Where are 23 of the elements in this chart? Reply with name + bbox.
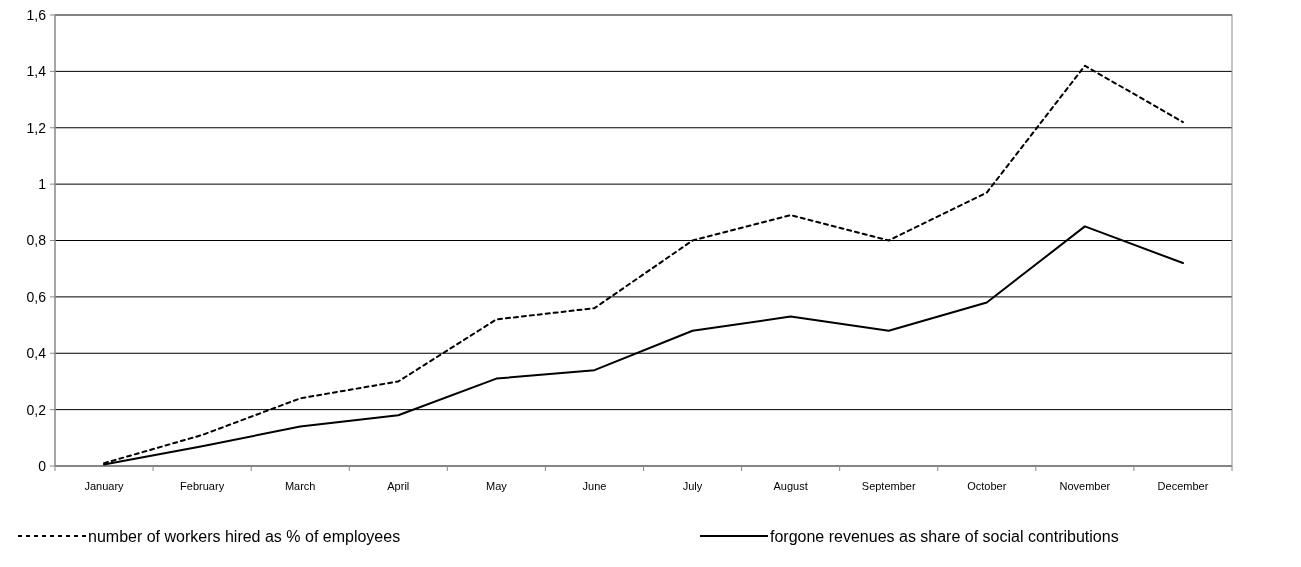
- x-tick-label: September: [861, 480, 916, 492]
- x-tick-label: August: [773, 480, 808, 492]
- x-tick-label: December: [1157, 480, 1209, 492]
- y-tick-label: 1,6: [26, 6, 47, 23]
- x-tick-label: April: [387, 480, 410, 492]
- y-tick-label: 0,6: [26, 288, 47, 305]
- x-tick-label: October: [967, 480, 1007, 492]
- x-tick-label: May: [485, 480, 508, 492]
- y-tick-label: 0: [38, 457, 47, 474]
- x-tick-label: July: [682, 480, 703, 492]
- x-tick-label: January: [84, 480, 125, 492]
- y-tick-label: 0,8: [26, 232, 47, 249]
- y-tick-label: 1,2: [26, 119, 47, 136]
- legend-label: forgone revenues as share of social contributions: [770, 527, 1119, 545]
- y-tick-label: 1: [38, 176, 47, 193]
- legend-label: number of workers hired as % of employees: [88, 527, 401, 545]
- x-tick-label: November: [1059, 480, 1111, 492]
- y-tick-label: 0,4: [26, 345, 47, 362]
- y-tick-label: 1,4: [26, 63, 47, 80]
- x-tick-label: February: [180, 480, 225, 492]
- y-tick-label: 0,2: [26, 401, 47, 418]
- x-tick-label: June: [582, 480, 607, 492]
- x-tick-label: March: [284, 480, 316, 492]
